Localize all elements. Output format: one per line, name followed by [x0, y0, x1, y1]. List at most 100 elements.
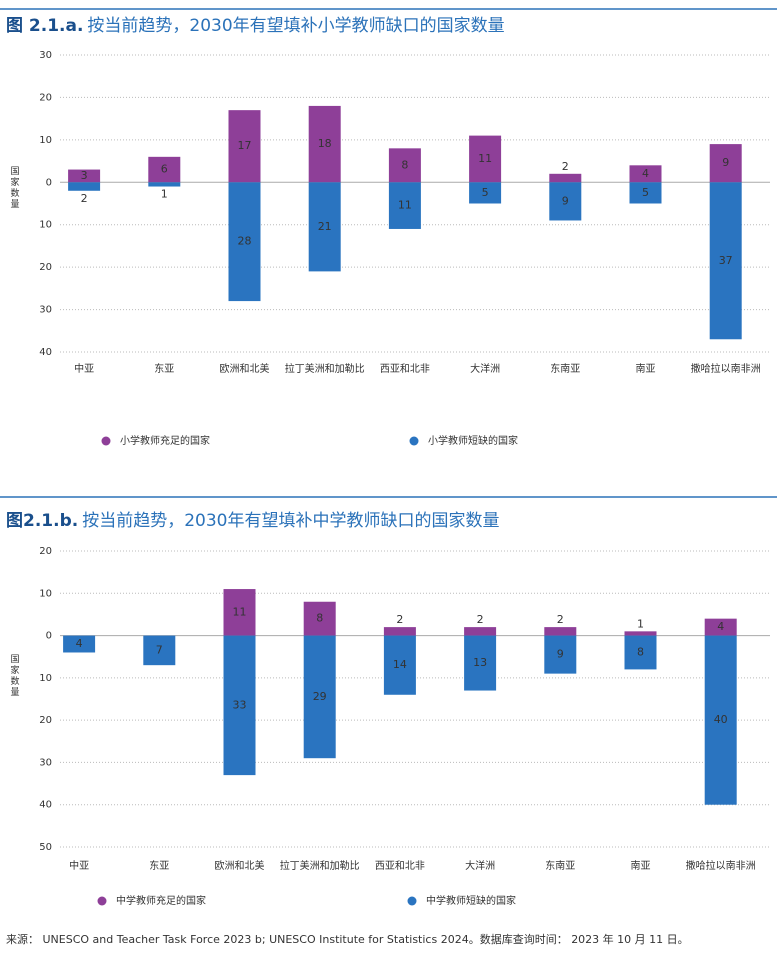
legend-label: 小学教师短缺的国家: [428, 434, 518, 447]
value-label: 8: [401, 158, 408, 171]
y-tick-label: 20: [39, 715, 52, 726]
value-label: 9: [562, 194, 569, 207]
value-label: 8: [637, 645, 644, 658]
bar: [383, 635, 416, 695]
bar: [143, 635, 176, 666]
bar: [624, 631, 657, 636]
y-tick-label: 30: [39, 305, 52, 316]
y-tick-label: 10: [39, 135, 52, 146]
x-tick-label: 拉丁美洲和加勒比: [280, 859, 360, 872]
legend-swatch: [97, 896, 107, 906]
value-label: 4: [76, 637, 83, 650]
y-tick-label: 20: [39, 546, 52, 557]
value-label: 11: [398, 199, 412, 212]
value-label: 8: [316, 612, 323, 625]
bar: [549, 173, 582, 183]
value-label: 5: [482, 186, 489, 199]
chart-title: 图 2.1.a. 按当前趋势，2030年有望填补小学教师缺口的国家数量: [6, 16, 505, 36]
x-tick-label: 东南亚: [545, 859, 575, 872]
legend-label: 中学教师短缺的国家: [426, 894, 516, 907]
bar: [148, 156, 181, 183]
bar: [464, 627, 497, 636]
x-tick-label: 撒哈拉以南非洲: [686, 859, 756, 872]
value-label: 2: [477, 613, 484, 626]
value-label: 5: [642, 186, 649, 199]
y-tick-label: 40: [39, 800, 52, 811]
legend-swatch: [409, 436, 419, 446]
bar: [383, 627, 416, 636]
y-tick-label: 10: [39, 588, 52, 599]
value-label: 40: [714, 713, 728, 726]
value-label: 4: [717, 620, 724, 633]
x-tick-label: 南亚: [631, 859, 651, 872]
value-label: 37: [719, 254, 733, 267]
value-label: 2: [562, 160, 569, 173]
value-label: 9: [722, 156, 729, 169]
value-label: 18: [318, 137, 332, 150]
title-text: 按当前趋势，2030年有望填补中学教师缺口的国家数量: [82, 511, 499, 531]
y-tick-label: 0: [46, 177, 52, 188]
bar: [629, 165, 662, 183]
x-tick-label: 南亚: [636, 362, 656, 375]
bar: [704, 618, 737, 636]
bar: [549, 182, 582, 221]
x-tick-label: 东亚: [149, 859, 169, 872]
value-label: 28: [238, 235, 252, 248]
y-axis-label: 国家数量: [9, 166, 20, 210]
legend-swatch: [407, 896, 417, 906]
x-tick-label: 西亚和北非: [375, 860, 425, 872]
bar: [223, 589, 256, 636]
bar: [228, 182, 261, 302]
bar: [704, 635, 737, 805]
value-label: 1: [161, 188, 168, 201]
figure-label: 图 2.1.a.: [6, 16, 83, 36]
bar: [469, 182, 502, 204]
x-tick-label: 东南亚: [550, 362, 580, 375]
y-axis-label: 国家数量: [9, 654, 20, 698]
bar: [63, 635, 96, 653]
y-tick-label: 30: [39, 50, 52, 61]
y-tick-label: 20: [39, 92, 52, 103]
value-label: 4: [642, 167, 649, 180]
y-tick-label: 30: [39, 757, 52, 768]
bar: [223, 635, 256, 776]
x-tick-label: 大洋洲: [470, 362, 500, 375]
value-label: 11: [233, 605, 247, 618]
bar: [303, 635, 336, 759]
bar: [68, 169, 101, 183]
bar: [544, 635, 577, 674]
y-tick-label: 20: [39, 262, 52, 273]
x-tick-label: 中亚: [69, 859, 89, 872]
bar: [624, 635, 657, 670]
x-tick-label: 撒哈拉以南非洲: [691, 362, 761, 375]
value-label: 1: [637, 617, 644, 630]
bar: [709, 144, 742, 183]
chart-title: 图2.1.b. 按当前趋势，2030年有望填补中学教师缺口的国家数量: [6, 511, 499, 531]
value-label: 6: [161, 163, 168, 176]
value-label: 13: [473, 656, 487, 669]
bar: [68, 182, 101, 191]
value-label: 21: [318, 220, 332, 233]
value-label: 33: [233, 698, 247, 711]
value-label: 2: [557, 613, 564, 626]
x-tick-label: 大洋洲: [465, 859, 495, 872]
y-tick-label: 50: [39, 842, 52, 853]
bar: [303, 601, 336, 636]
y-tick-label: 10: [39, 673, 52, 684]
bar: [308, 105, 341, 183]
value-label: 2: [81, 192, 88, 205]
value-label: 14: [393, 658, 407, 671]
y-tick-label: 40: [39, 347, 52, 358]
bar: [148, 182, 181, 187]
source-note: 来源： UNESCO and Teacher Task Force 2023 b…: [6, 932, 689, 946]
bar: [544, 627, 577, 636]
value-label: 9: [557, 648, 564, 661]
x-tick-label: 中亚: [74, 362, 94, 375]
bar: [388, 148, 421, 183]
bar: [388, 182, 421, 229]
bar: [228, 110, 261, 183]
legend-label: 中学教师充足的国家: [116, 894, 206, 907]
bar: [709, 182, 742, 340]
value-label: 29: [313, 690, 327, 703]
